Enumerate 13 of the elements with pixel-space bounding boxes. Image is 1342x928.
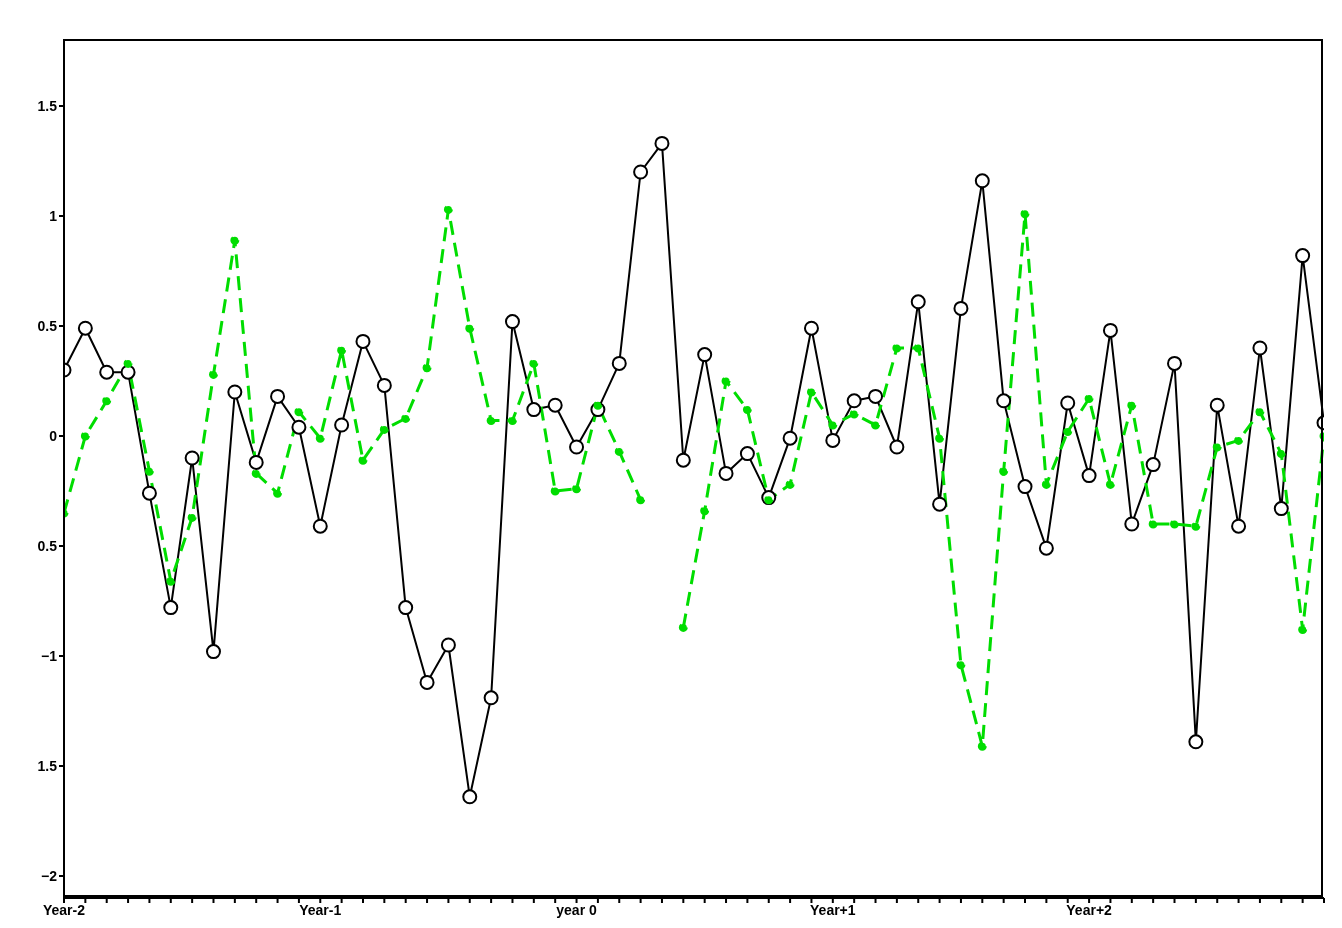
x-tick-label: Year+1 xyxy=(810,901,856,918)
y-tick-label: 1.5 xyxy=(37,97,58,114)
y-tick-label: 1 xyxy=(49,207,58,224)
x-tick-label: year 0 xyxy=(556,901,597,918)
y-tick-label: 1.5 xyxy=(37,757,58,774)
x-tick-label: Year+2 xyxy=(1066,901,1113,918)
x-tick-label: Year-1 xyxy=(299,901,342,918)
y-tick-label: 0.5 xyxy=(37,317,58,334)
x-tick-label: Year-2 xyxy=(42,901,86,918)
y-tick-label: 0.5 xyxy=(37,537,58,554)
y-tick-label: −1 xyxy=(41,647,58,664)
y-tick-label: −2 xyxy=(41,867,58,884)
y-tick-label: 0 xyxy=(49,427,58,444)
